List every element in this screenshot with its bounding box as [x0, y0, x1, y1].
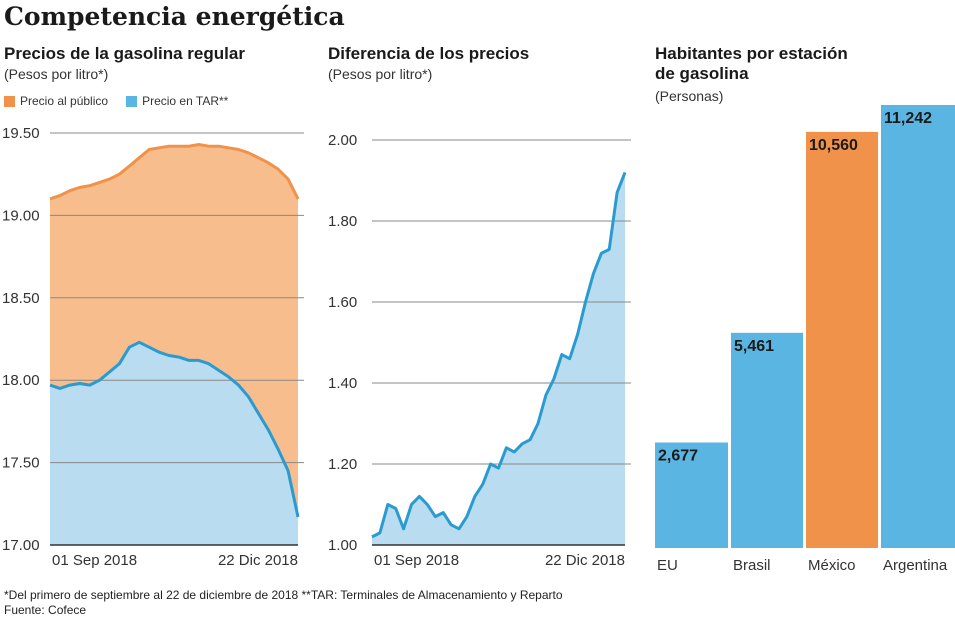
chart1-ytick-label: 19.00: [2, 207, 40, 224]
chart2-ytick-label: 1.40: [328, 375, 357, 392]
legend-swatch-tar: [126, 95, 138, 107]
legend-swatch-public: [4, 95, 15, 107]
bar-méxico: [806, 131, 878, 548]
chart2-title: Diferencia de los precios: [328, 44, 530, 63]
bar-value-label: 5,461: [734, 338, 774, 355]
chart1-ytick-label: 18.50: [2, 290, 40, 307]
chart1-ytick-label: 19.50: [2, 125, 40, 142]
chart2-ytick-label: 1.20: [328, 456, 357, 473]
chart2-ytick-label: 2.00: [328, 132, 357, 149]
chart2-ytick-label: 1.80: [328, 213, 357, 230]
bar-category-label: EU: [657, 557, 678, 574]
bar-brasil: [731, 332, 803, 548]
chart3-subtitle: (Personas): [655, 88, 724, 104]
chart2-line-0: [371, 171, 627, 539]
chart1-title: Precios de la gasolina regular: [4, 44, 245, 63]
main-title: Competencia energética: [4, 2, 345, 31]
bar-category-label: México: [808, 557, 856, 574]
chart3-title-line1: Habitantes por estación: [655, 44, 848, 63]
chart1-xtick-label: 01 Sep 2018: [52, 552, 137, 569]
bar-argentina: [881, 105, 955, 548]
bar-category-label: Brasil: [733, 557, 771, 574]
chart1-line-0: [49, 143, 300, 201]
chart2-ytick-label: 1.00: [328, 537, 357, 554]
legend-label-tar: Precio en TAR**: [142, 94, 229, 108]
chart2-xtick-label: 01 Sep 2018: [374, 552, 459, 569]
chart2-subtitle: (Pesos por litro*): [328, 66, 433, 82]
legend: Precio al público Precio en TAR**: [4, 94, 228, 108]
chart1-area-1: [50, 342, 298, 545]
bar-value-label: 11,242: [884, 110, 932, 127]
footnote: *Del primero de septiembre al 22 de dici…: [4, 588, 563, 602]
legend-label-public: Precio al público: [20, 94, 109, 108]
source: Fuente: Cofece: [4, 603, 87, 617]
chart3-title-line2: de gasolina: [655, 64, 749, 83]
chart1-subtitle: (Pesos por litro*): [4, 66, 109, 82]
chart1-ytick-label: 17.00: [2, 537, 40, 554]
chart2-area-0: [372, 172, 625, 545]
chart1-xtick-label: 22 Dic 2018: [218, 552, 298, 569]
chart1-ytick-label: 17.50: [2, 455, 40, 472]
bar-eu: [655, 442, 728, 548]
chart2-xtick-label: 22 Dic 2018: [545, 552, 625, 569]
bar-value-label: 10,560: [809, 137, 858, 154]
bar-category-label: Argentina: [883, 557, 948, 574]
bar-value-label: 2,677: [658, 448, 698, 465]
chart2-ytick-label: 1.60: [328, 294, 357, 311]
chart1-ytick-label: 18.00: [2, 372, 40, 389]
chart1-line-1: [49, 340, 300, 518]
